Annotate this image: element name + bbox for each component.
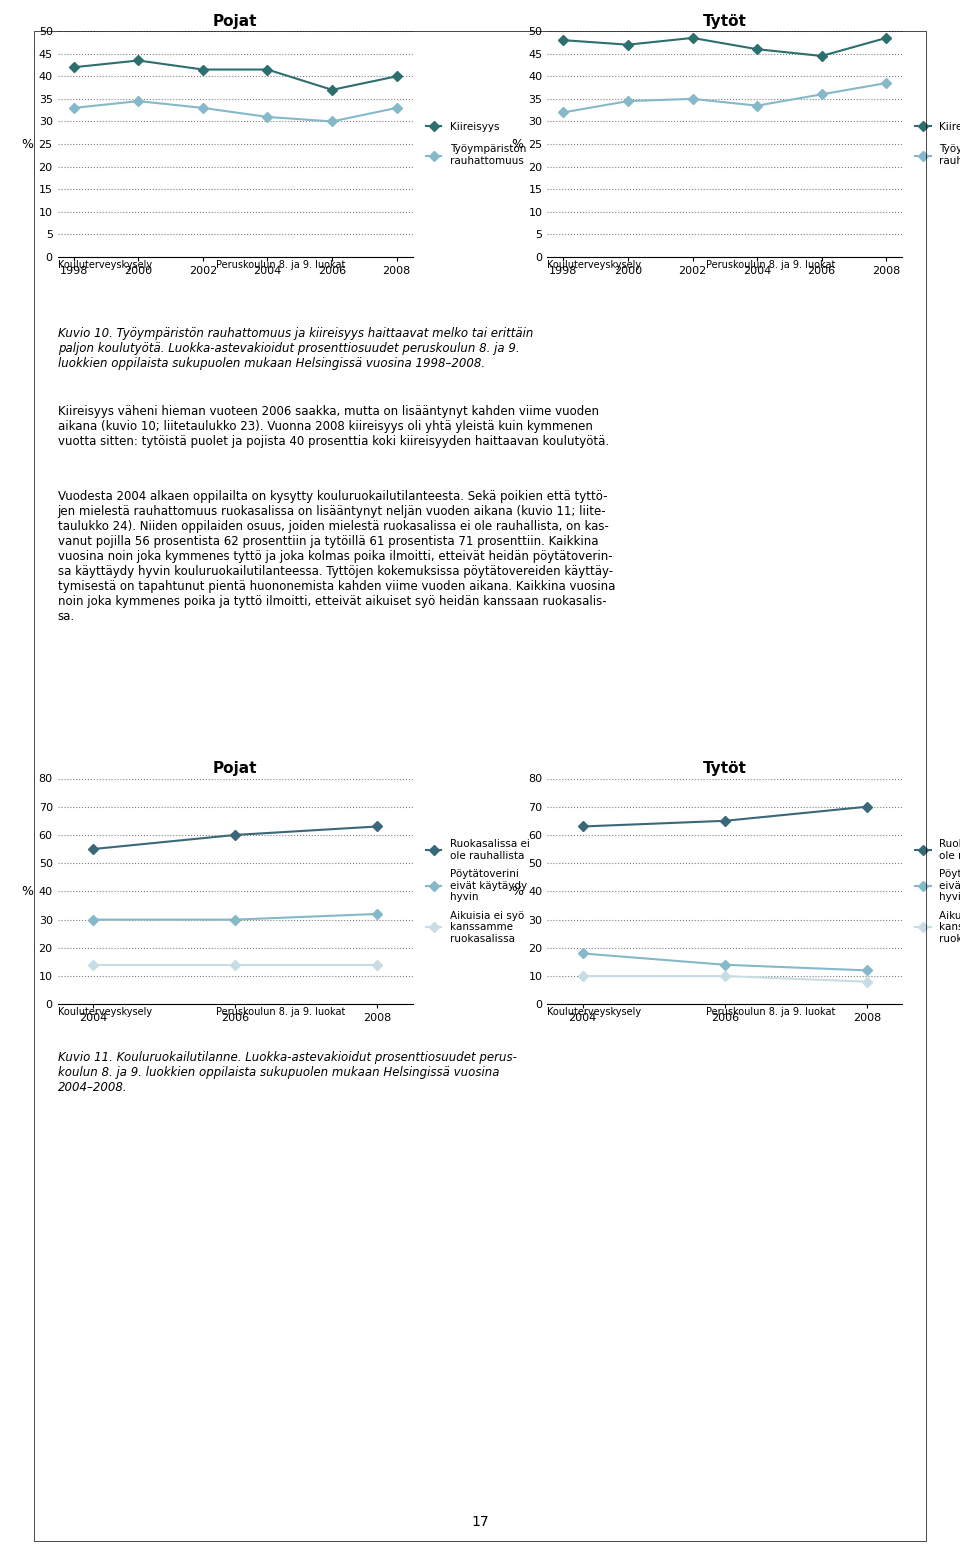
Text: Kiireisyys väheni hieman vuoteen 2006 saakka, mutta on lisääntynyt kahden viime : Kiireisyys väheni hieman vuoteen 2006 sa…	[58, 405, 609, 448]
Legend: Ruokasalissa ei
ole rauhallista, Pöytätoverini
eivät käytäydy
hyvin, Aikuisia ei: Ruokasalissa ei ole rauhallista, Pöytäto…	[421, 835, 534, 948]
Text: Kouluterveyskysely: Kouluterveyskysely	[547, 260, 641, 269]
Työympäristön
rauhattomuus	[880, 73, 892, 92]
Line: Ruokasalissa ei
ole rauhallista: Ruokasalissa ei ole rauhallista	[579, 803, 871, 830]
Kiireisyys	[391, 67, 402, 86]
Ruokasalissa ei
ole rauhallista	[229, 825, 241, 844]
Ruokasalissa ei
ole rauhallista	[577, 817, 588, 836]
Line: Aikuisia ei syö
kanssamme
ruokasalissa: Aikuisia ei syö kanssamme ruokasalissa	[579, 973, 871, 986]
Legend: Kiireisyys, Työympäristön
rauhattomuus: Kiireisyys, Työympäristön rauhattomuus	[421, 118, 530, 170]
Työympäristön
rauhattomuus	[197, 98, 208, 117]
Text: Kuvio 11. Kouluruokailutilanne. Luokka-astevakioidut prosenttiosuudet perus-
kou: Kuvio 11. Kouluruokailutilanne. Luokka-a…	[58, 1051, 516, 1095]
Aikuisia ei syö
kanssamme
ruokasalissa	[719, 967, 731, 986]
Y-axis label: %: %	[21, 137, 34, 151]
Line: Työympäristön
rauhattomuus: Työympäristön rauhattomuus	[70, 98, 400, 125]
Pöytätoverini
eivät käytäydy
hyvin	[87, 911, 99, 930]
Line: Pöytätoverini
eivät käytäydy
hyvin: Pöytätoverini eivät käytäydy hyvin	[89, 911, 381, 923]
Text: Kouluterveyskysely: Kouluterveyskysely	[547, 1007, 641, 1017]
Aikuisia ei syö
kanssamme
ruokasalissa	[87, 956, 99, 975]
Työympäristön
rauhattomuus	[68, 98, 80, 117]
Kiireisyys	[262, 61, 274, 79]
Line: Työympäristön
rauhattomuus: Työympäristön rauhattomuus	[560, 79, 890, 115]
Line: Kiireisyys: Kiireisyys	[560, 34, 890, 59]
Työympäristön
rauhattomuus	[326, 112, 338, 131]
Työympäristön
rauhattomuus	[558, 103, 569, 121]
Aikuisia ei syö
kanssamme
ruokasalissa	[861, 972, 873, 992]
Kiireisyys	[622, 36, 634, 54]
Title: Tytöt: Tytöt	[703, 14, 747, 28]
Text: Peruskoulun 8. ja 9. luokat: Peruskoulun 8. ja 9. luokat	[216, 260, 346, 269]
Kiireisyys	[880, 28, 892, 47]
Ruokasalissa ei
ole rauhallista	[719, 811, 731, 830]
Text: Kouluterveyskysely: Kouluterveyskysely	[58, 260, 152, 269]
Kiireisyys	[197, 61, 208, 79]
Title: Pojat: Pojat	[213, 761, 257, 775]
Kiireisyys	[326, 81, 338, 100]
Pöytätoverini
eivät käytäydy
hyvin	[577, 944, 588, 962]
Työympäristön
rauhattomuus	[622, 92, 634, 111]
Työympäristön
rauhattomuus	[262, 107, 274, 126]
Kiireisyys	[752, 40, 763, 59]
Line: Kiireisyys: Kiireisyys	[70, 58, 400, 93]
Kiireisyys	[68, 58, 80, 76]
Työympäristön
rauhattomuus	[686, 90, 698, 109]
Line: Aikuisia ei syö
kanssamme
ruokasalissa: Aikuisia ei syö kanssamme ruokasalissa	[89, 961, 381, 968]
Pöytätoverini
eivät käytäydy
hyvin	[372, 905, 383, 923]
Ruokasalissa ei
ole rauhallista	[87, 839, 99, 858]
Title: Pojat: Pojat	[213, 14, 257, 28]
Aikuisia ei syö
kanssamme
ruokasalissa	[372, 956, 383, 975]
Text: Peruskoulun 8. ja 9. luokat: Peruskoulun 8. ja 9. luokat	[706, 260, 835, 269]
Kiireisyys	[686, 28, 698, 47]
Line: Ruokasalissa ei
ole rauhallista: Ruokasalissa ei ole rauhallista	[89, 824, 381, 853]
Aikuisia ei syö
kanssamme
ruokasalissa	[577, 967, 588, 986]
Työympäristön
rauhattomuus	[816, 86, 828, 104]
Text: Kouluterveyskysely: Kouluterveyskysely	[58, 1007, 152, 1017]
Legend: Kiireisyys, Työympäristön
rauhattomuus: Kiireisyys, Työympäristön rauhattomuus	[911, 118, 960, 170]
Text: Peruskoulun 8. ja 9. luokat: Peruskoulun 8. ja 9. luokat	[706, 1007, 835, 1017]
Pöytätoverini
eivät käytäydy
hyvin	[229, 911, 241, 930]
Työympäristön
rauhattomuus	[132, 92, 144, 111]
Y-axis label: %: %	[21, 884, 34, 898]
Ruokasalissa ei
ole rauhallista	[861, 797, 873, 816]
Text: Vuodesta 2004 alkaen oppilailta on kysytty kouluruokailutilanteesta. Sekä poikie: Vuodesta 2004 alkaen oppilailta on kysyt…	[58, 490, 615, 623]
Y-axis label: %: %	[511, 137, 523, 151]
Line: Pöytätoverini
eivät käytäydy
hyvin: Pöytätoverini eivät käytäydy hyvin	[579, 950, 871, 973]
Pöytätoverini
eivät käytäydy
hyvin	[861, 961, 873, 979]
Kiireisyys	[558, 31, 569, 50]
Text: 17: 17	[471, 1515, 489, 1529]
Legend: Ruokasalissa ei
ole rauhallista, Pöytätoverini
eivät käytäydy
hyvin, Aikuisia ei: Ruokasalissa ei ole rauhallista, Pöytäto…	[911, 835, 960, 948]
Title: Tytöt: Tytöt	[703, 761, 747, 775]
Text: Kuvio 10. Työympäristön rauhattomuus ja kiireisyys haittaavat melko tai erittäin: Kuvio 10. Työympäristön rauhattomuus ja …	[58, 327, 533, 371]
Aikuisia ei syö
kanssamme
ruokasalissa	[229, 956, 241, 975]
Ruokasalissa ei
ole rauhallista	[372, 817, 383, 836]
Työympäristön
rauhattomuus	[391, 98, 402, 117]
Pöytätoverini
eivät käytäydy
hyvin	[719, 956, 731, 975]
Text: Peruskoulun 8. ja 9. luokat: Peruskoulun 8. ja 9. luokat	[216, 1007, 346, 1017]
Kiireisyys	[132, 51, 144, 70]
Y-axis label: %: %	[511, 884, 523, 898]
Kiireisyys	[816, 47, 828, 65]
Työympäristön
rauhattomuus	[752, 97, 763, 115]
